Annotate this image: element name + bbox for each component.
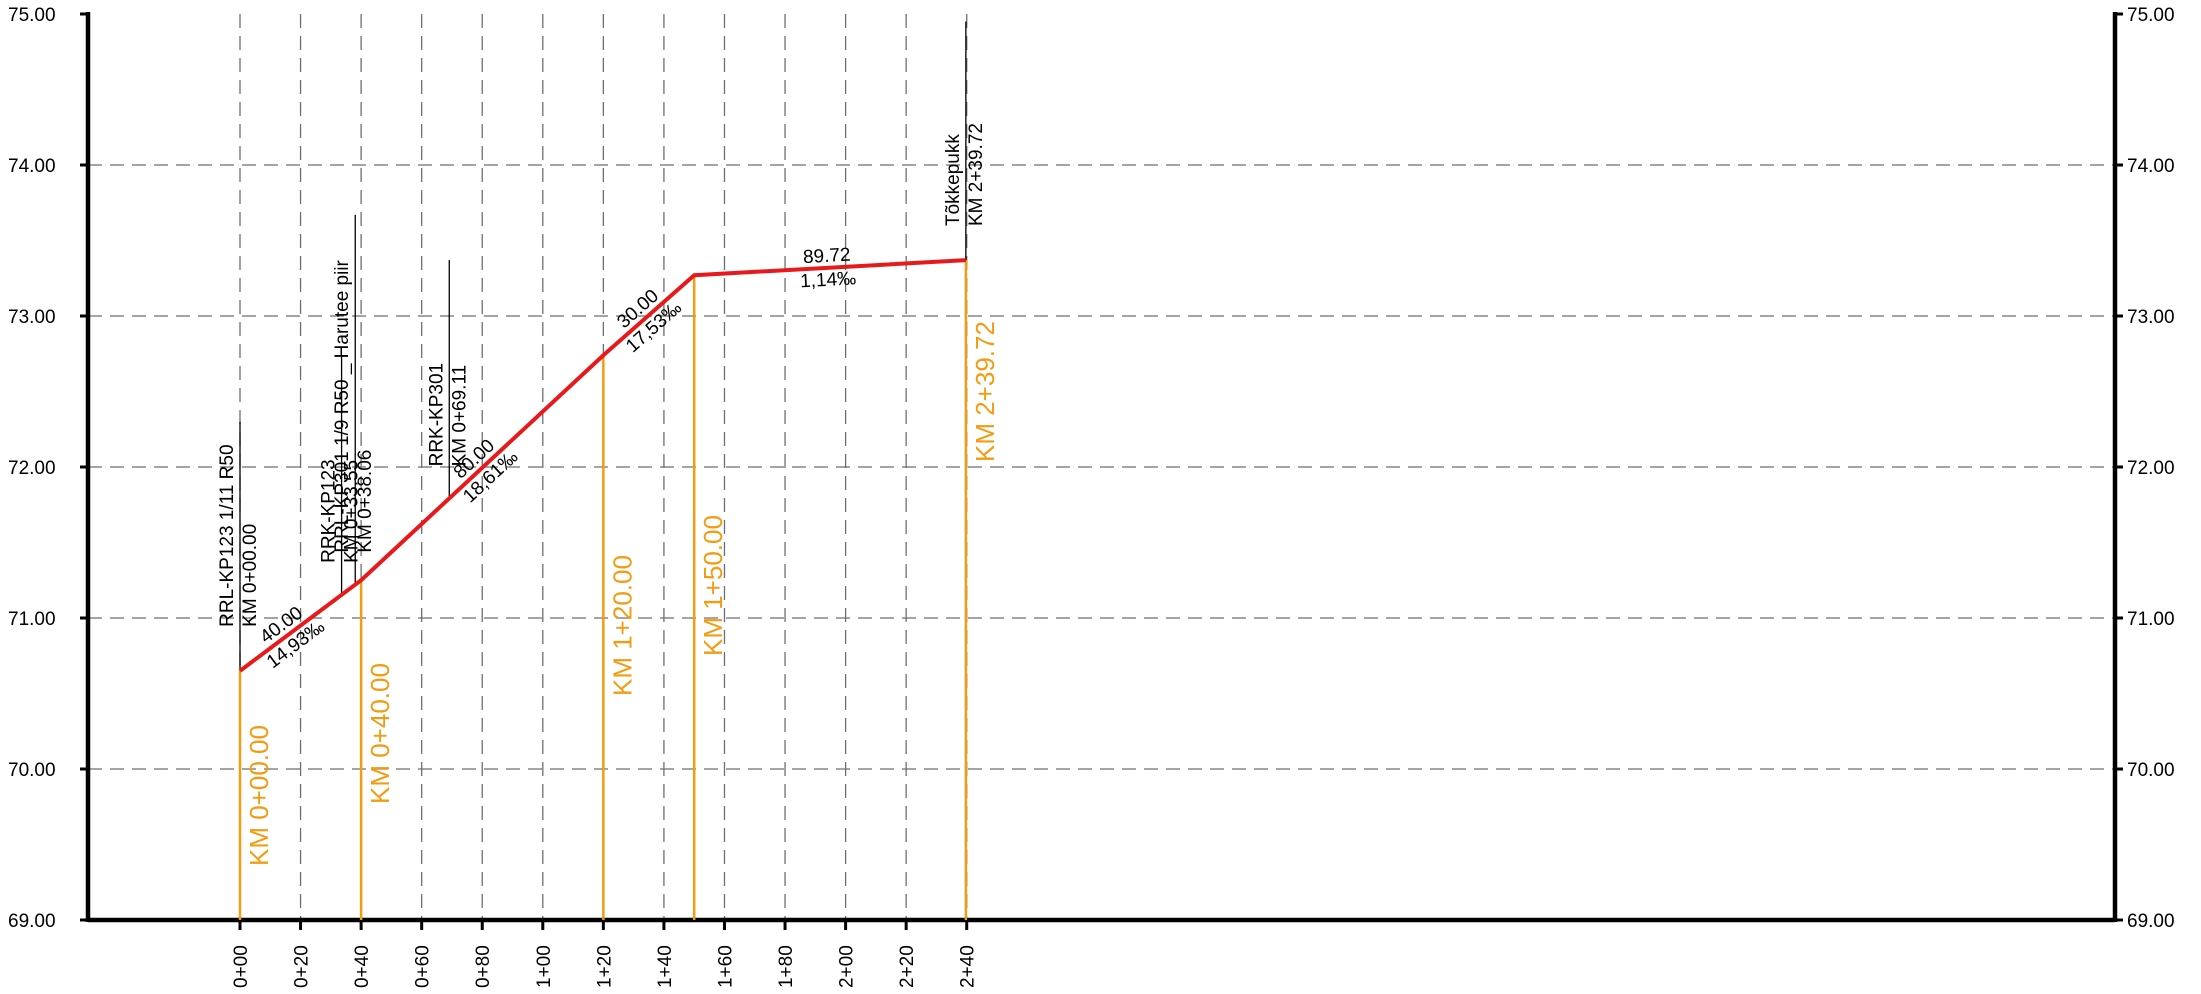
annotation-line2: KM 0+00.00: [240, 524, 261, 627]
x-tick-label: 0+20: [292, 945, 313, 988]
annotation-line2: KM 0+69.11: [449, 365, 470, 467]
x-tick-label: 0+80: [473, 945, 494, 988]
tick-labels: 69.00 69.00 70.00 70.00 71.00 71.00 72.00 72.00…: [8, 5, 2175, 988]
x-tick-label: 1+80: [776, 945, 797, 988]
station-label: KM 1+20.00: [607, 555, 637, 696]
annotation-line1: RRK-KP301: [426, 363, 447, 467]
profile-polyline: [238, 258, 966, 673]
y-tick-label-left: 75.00: [8, 5, 56, 26]
annotation-line2: KM 0+33.55: [342, 460, 363, 563]
y-tick-label-right: 72.00: [2127, 458, 2175, 479]
x-tick-label: 2+40: [958, 945, 979, 988]
y-tick-label-right: 75.00: [2127, 5, 2175, 26]
segment-grade: 1,14‰: [800, 268, 857, 292]
segment-label: 89.721,14‰: [800, 245, 857, 293]
annotation-line1: Tõkkepukk: [943, 134, 964, 226]
y-tick-label-right: 70.00: [2127, 760, 2175, 781]
y-tick-label-left: 70.00: [8, 760, 56, 781]
y-tick-label-right: 74.00: [2127, 156, 2175, 177]
x-tick-label: 1+40: [655, 945, 676, 988]
x-tick-label: 0+40: [352, 945, 373, 988]
x-tick-label: 0+00: [231, 945, 252, 988]
axes: [80, 12, 2123, 930]
x-tick-label: 2+20: [897, 945, 918, 988]
annotation-line2: KM 0+38.06: [355, 450, 376, 553]
station-label: KM 1+50.00: [698, 515, 728, 656]
profile-line: [238, 258, 966, 673]
y-tick-label-left: 69.00: [8, 911, 56, 932]
annotation-line1: RRL-KP301 1/9 R50 _ Harutee piir: [332, 259, 353, 552]
annotation-line2: KM 2+39.72: [966, 123, 987, 226]
station-label: KM 0+00.00: [244, 725, 274, 866]
station-lines: KM 0+00.00 KM 0+40.00 KM 1+20.00 KM 1+50.00…: [238, 260, 1000, 920]
segment-length: 89.72: [802, 245, 851, 269]
y-tick-label-left: 74.00: [8, 156, 56, 177]
x-tick-label: 2+00: [837, 945, 858, 988]
station-label: KM 2+39.72: [970, 321, 1000, 462]
y-tick-label-right: 69.00: [2127, 911, 2175, 932]
y-tick-label-left: 72.00: [8, 458, 56, 479]
x-tick-label: 1+20: [594, 945, 615, 988]
x-tick-label: 1+00: [534, 945, 555, 988]
y-tick-label-right: 71.00: [2127, 609, 2175, 630]
station-label: KM 0+40.00: [365, 663, 395, 804]
x-tick-label: 0+60: [413, 945, 434, 988]
y-tick-label-left: 71.00: [8, 609, 56, 630]
x-tick-label: 1+60: [715, 945, 736, 988]
annotation-line1: RRK-KP123: [319, 459, 340, 563]
annotation-line1: RRL-KP123 1/11 R50: [217, 444, 238, 626]
y-tick-label-right: 73.00: [2127, 307, 2175, 328]
y-tick-label-left: 73.00: [8, 307, 56, 328]
